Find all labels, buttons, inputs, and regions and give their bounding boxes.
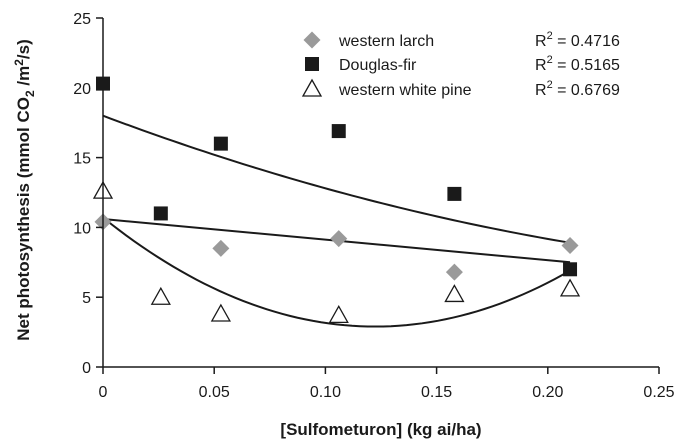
data-point-s1-4 [447,186,462,201]
legend-marker-2 [301,78,323,97]
data-point-s0-1 [212,239,230,257]
legend-label-1: Douglas-fir [339,57,417,74]
r-squared-superscript: 2 [547,54,553,66]
y-tick-label: 15 [73,151,91,168]
r-squared-symbol: R [535,33,547,50]
data-point-s2-3 [328,305,349,324]
data-point-s1-3 [331,124,346,139]
data-point-s1-5 [563,262,578,277]
data-point-s1-1 [153,206,168,221]
y-tick-label: 25 [73,11,91,28]
x-axis-title: [Sulfometuron] (kg ai/ha) [280,420,481,439]
data-point-s0-4 [561,237,579,255]
trend-lines [102,114,571,328]
x-tick-label: 0.10 [310,384,341,401]
legend-label-2: western white pine [338,82,472,99]
trend-line-1 [102,114,571,244]
x-tick-label: 0.25 [643,384,674,401]
data-points [92,76,581,324]
y-tick-label: 5 [82,290,91,307]
x-tick-label: 0.15 [421,384,452,401]
r-squared-value: = 0.5165 [553,57,620,74]
r-squared-symbol: R [535,82,547,99]
r-squared-symbol: R [535,57,547,74]
data-point-s0-2 [330,230,348,248]
legend-label-0: western larch [338,33,434,50]
y-axis-title: Net photosynthesis (mmol CO2 /m2/s) [12,39,37,340]
y-tick-label: 20 [73,81,91,98]
r-squared-value: = 0.4716 [553,33,620,50]
data-point-s2-2 [210,303,231,322]
data-point-s2-5 [559,278,581,297]
x-tick-label: 0 [99,384,108,401]
r-squared-value: = 0.6769 [553,82,620,99]
r-squared-superscript: 2 [547,30,553,42]
r-squared-label-1: R2 = 0.5165 [535,54,620,74]
x-tick-label: 0.20 [532,384,563,401]
legend-marker-0 [303,31,321,49]
trend-line-2 [102,216,571,328]
legend-marker-1 [305,57,319,71]
y-tick-label: 10 [73,220,91,237]
r-squared-superscript: 2 [547,79,553,91]
r-squared-label-0: R2 = 0.4716 [535,30,620,50]
axes: 0 5 10 15 20 25 0 0.05 0.10 0.15 0.20 0.25 [73,11,674,401]
y-tick-label: 0 [82,360,91,377]
data-point-s0-3 [445,263,463,281]
data-point-s2-1 [150,286,171,305]
data-point-s1-2 [213,136,228,151]
data-point-s2-4 [444,284,465,303]
r-squared-label-2: R2 = 0.6769 [535,79,620,99]
x-tick-label: 0.05 [199,384,230,401]
